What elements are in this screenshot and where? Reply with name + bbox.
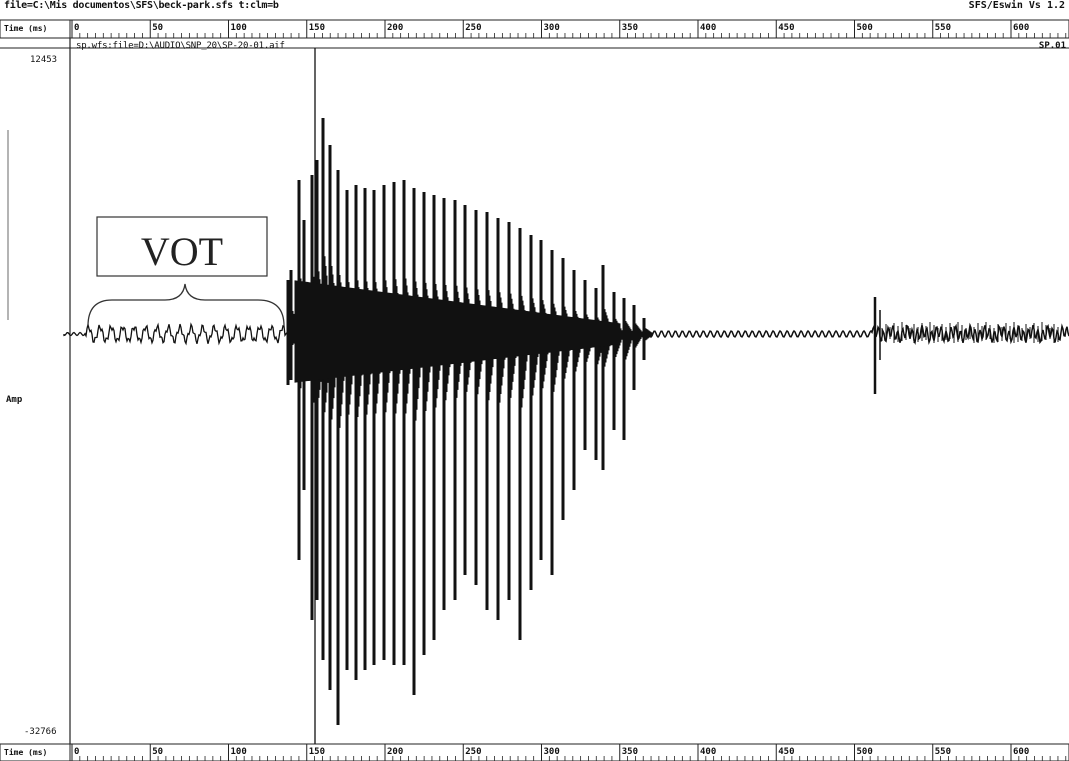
top-axis-tick-200: 200: [387, 23, 403, 33]
top-axis-tick-150: 150: [309, 23, 325, 33]
top-axis-label: Time (ms): [4, 24, 48, 33]
panel-right-value: SP.01: [1038, 41, 1066, 51]
top-axis-tick-100: 100: [231, 23, 247, 33]
bottom-axis-label: Time (ms): [4, 748, 48, 757]
waveform-source: sp.wfs:file=D:\AUDIO\SNP_20\SP-20-01.aif: [76, 41, 285, 51]
title-bar: file=C:\Mis documentos\SFS\beck-park.sfs…: [0, 0, 1069, 14]
y-max-value: 12453: [30, 55, 58, 65]
bottom-axis-tick-600: 600: [1013, 747, 1029, 757]
bottom-axis-tick-400: 400: [700, 747, 716, 757]
bottom-axis-tick-300: 300: [544, 747, 560, 757]
top-axis-tick-50: 50: [152, 23, 163, 33]
top-axis-tick-400: 400: [700, 23, 716, 33]
app-version: SFS/Eswin Vs 1.2: [968, 0, 1065, 11]
y-min-value: -32766: [24, 727, 57, 737]
bottom-axis-tick-50: 50: [152, 747, 163, 757]
bottom-axis-tick-550: 550: [935, 747, 951, 757]
top-axis-tick-350: 350: [622, 23, 638, 33]
waveform-trace[interactable]: [63, 118, 1069, 725]
bottom-axis-tick-100: 100: [231, 747, 247, 757]
top-axis-tick-300: 300: [544, 23, 560, 33]
top-axis-tick-550: 550: [935, 23, 951, 33]
top-time-axis[interactable]: [0, 19, 1069, 39]
top-axis-tick-500: 500: [857, 23, 873, 33]
bottom-time-axis[interactable]: [0, 743, 1069, 761]
vot-label: VOT: [141, 229, 223, 274]
top-axis-tick-250: 250: [465, 23, 481, 33]
vot-brace: [87, 283, 285, 327]
bottom-axis-tick-200: 200: [387, 747, 403, 757]
file-path: file=C:\Mis documentos\SFS\beck-park.sfs…: [4, 0, 279, 11]
bottom-axis-tick-450: 450: [778, 747, 794, 757]
vot-label-box: [96, 216, 268, 277]
bottom-axis-tick-250: 250: [465, 747, 481, 757]
bottom-axis-tick-350: 350: [622, 747, 638, 757]
bottom-axis-tick-0: 0: [74, 747, 79, 757]
y-axis-label: Amp: [6, 395, 23, 405]
bottom-axis-tick-500: 500: [857, 747, 873, 757]
top-axis-tick-450: 450: [778, 23, 794, 33]
top-axis-tick-600: 600: [1013, 23, 1029, 33]
top-axis-tick-0: 0: [74, 23, 79, 33]
bottom-axis-tick-150: 150: [309, 747, 325, 757]
